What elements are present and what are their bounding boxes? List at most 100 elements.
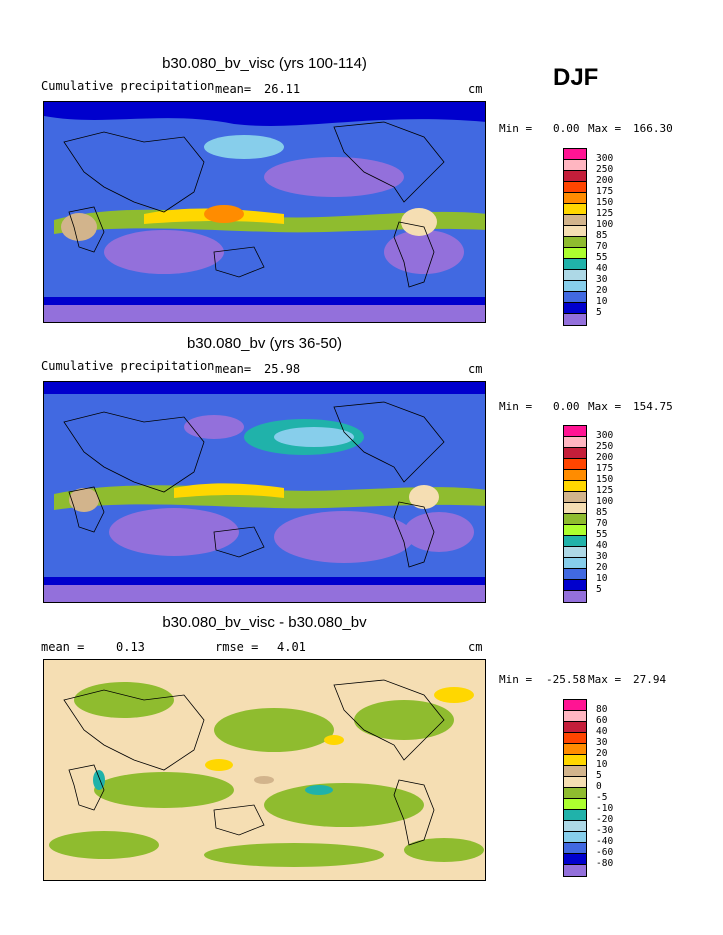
panel3-min-label: Min = [499,673,533,686]
colorbar-tick-label: 150 [596,474,614,485]
panel3-rmse-label: rmse = [215,640,259,654]
colorbar-swatch [564,303,586,314]
colorbar-tick-label: 55 [596,529,608,540]
panel1-units: cm [468,82,483,96]
colorbar-tick-label: -5 [596,792,608,803]
colorbar-swatch [564,755,586,766]
colorbar-swatch [564,788,586,799]
panel1-map [43,101,486,323]
panel1-mean-label: mean= [215,82,252,96]
colorbar-tick-label: 175 [596,186,614,197]
colorbar-swatch [564,854,586,865]
panel2-units: cm [468,362,483,376]
colorbar-tick-label: 5 [596,584,602,595]
colorbar-tick-label: -40 [596,836,614,847]
colorbar-tick-label: 40 [596,540,608,551]
panel3-max-value: 27.94 [633,673,667,686]
colorbar-swatch [564,744,586,755]
colorbar-swatch [564,865,586,876]
colorbar-tick-label: 30 [596,737,608,748]
colorbar-swatch [564,547,586,558]
colorbar-tick-label: 150 [596,197,614,208]
colorbar-tick-label: 300 [596,153,614,164]
colorbar-tick-label: 125 [596,485,614,496]
colorbar-swatch [564,248,586,259]
colorbar-tick-label: 250 [596,441,614,452]
colorbar-swatch [564,270,586,281]
panel3-map [43,659,486,881]
panel1-max-label: Max = [588,122,622,135]
colorbar-swatch [564,492,586,503]
colorbar-swatch [564,281,586,292]
colorbar-tick-label: 20 [596,748,608,759]
colorbar-tick-label: 70 [596,241,608,252]
colorbar-swatch [564,722,586,733]
colorbar-swatch [564,525,586,536]
panel3-min-value: -25.58 [546,673,586,686]
panel3-units: cm [468,640,483,654]
colorbar-tick-label: -10 [596,803,614,814]
colorbar-swatch [564,171,586,182]
panel1-title: b30.080_bv_visc (yrs 100-114) [162,55,367,72]
colorbar-swatch [564,821,586,832]
panel2-map [43,381,486,603]
panel3-max-label: Max = [588,673,622,686]
panel1-map-graphic [44,102,485,322]
colorbar-swatch [564,237,586,248]
colorbar-swatch [564,832,586,843]
colorbar-swatch [564,514,586,525]
panel2-max-label: Max = [588,400,622,413]
colorbar-tick-label: 100 [596,219,614,230]
colorbar-swatch [564,810,586,821]
colorbar-tick-label: 100 [596,496,614,507]
panel2-mean-label: mean= [215,362,252,376]
panel2-colorbar [563,425,587,603]
panel2-colorbar-ticks: 300 250 200 175 150 125 100 85 70 55 40 30 20 10 5 [596,430,613,595]
colorbar-tick-label: 80 [596,704,608,715]
panel2-mean-value: 25.98 [264,362,301,376]
colorbar-swatch [564,799,586,810]
season-label: DJF [553,64,599,91]
colorbar-tick-label: 200 [596,175,614,186]
colorbar-tick-label: 30 [596,274,608,285]
panel3-map-graphic [44,660,485,880]
colorbar-tick-label: 200 [596,452,614,463]
panel3-colorbar-ticks: 80 60 40 30 20 10 5 0 -5 -10 -20 -30 -40 -60 -80 [596,704,613,869]
panel1-left-label: Cumulative precipitation [41,79,215,93]
colorbar-swatch [564,292,586,303]
colorbar-swatch [564,470,586,481]
colorbar-tick-label: 70 [596,518,608,529]
colorbar-swatch [564,777,586,788]
colorbar-tick-label: -20 [596,814,614,825]
colorbar-tick-label: 40 [596,726,608,737]
colorbar-tick-label: 40 [596,263,608,274]
colorbar-swatch [564,536,586,547]
panel2-left-label: Cumulative precipitation [41,359,215,373]
colorbar-tick-label: 85 [596,507,608,518]
panel2-min-value: 0.00 [553,400,580,413]
panel1-colorbar-ticks: 300 250 200 175 150 125 100 85 70 55 40 30 20 10 5 [596,153,613,318]
colorbar-tick-label: 250 [596,164,614,175]
colorbar-tick-label: -30 [596,825,614,836]
panel3-mean-label: mean = [41,640,85,654]
colorbar-swatch [564,259,586,270]
colorbar-swatch [564,437,586,448]
colorbar-tick-label: 10 [596,573,608,584]
colorbar-swatch [564,314,586,325]
colorbar-tick-label: 300 [596,430,614,441]
colorbar-swatch [564,160,586,171]
colorbar-swatch [564,733,586,744]
colorbar-tick-label: -80 [596,858,614,869]
colorbar-swatch [564,580,586,591]
panel2-title: b30.080_bv (yrs 36-50) [186,335,343,352]
colorbar-swatch [564,448,586,459]
colorbar-tick-label: 10 [596,759,608,770]
colorbar-swatch [564,182,586,193]
panel3-mean-value: 0.13 [116,640,145,654]
colorbar-tick-label: 10 [596,296,608,307]
panel1-mean-value: 26.11 [264,82,301,96]
colorbar-swatch [564,569,586,580]
panel1-min-value: 0.00 [553,122,580,135]
colorbar-swatch [564,204,586,215]
colorbar-tick-label: 5 [596,307,602,318]
